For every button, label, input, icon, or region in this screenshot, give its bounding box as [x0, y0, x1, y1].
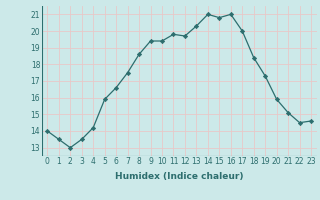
- X-axis label: Humidex (Indice chaleur): Humidex (Indice chaleur): [115, 172, 244, 181]
